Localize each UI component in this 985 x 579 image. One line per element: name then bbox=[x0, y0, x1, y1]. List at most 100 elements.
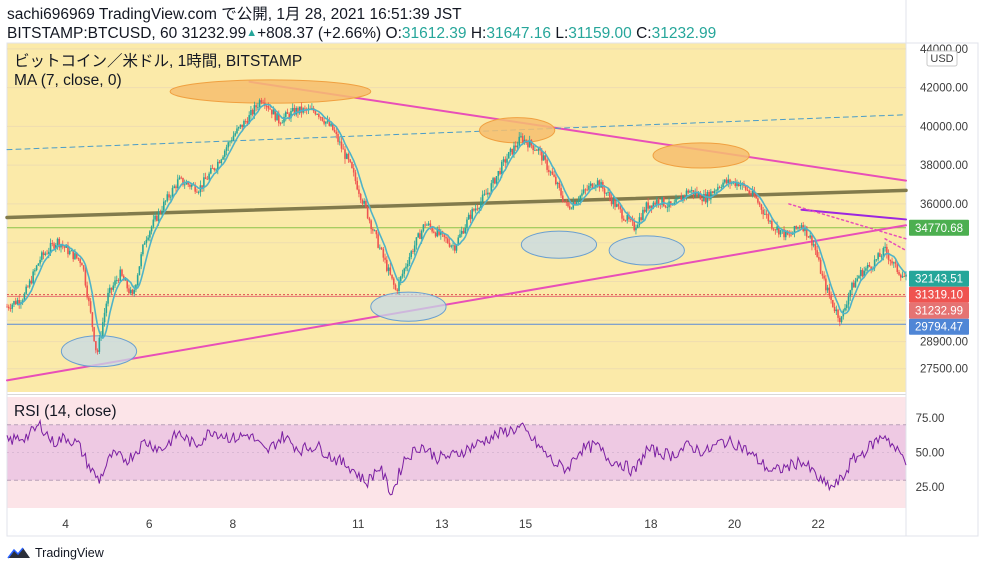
candle-body bbox=[182, 177, 184, 185]
candle-body bbox=[588, 185, 590, 190]
candle-body bbox=[598, 180, 601, 188]
candle-body bbox=[107, 292, 109, 304]
candle-body bbox=[354, 172, 357, 181]
open-value: 31612.39 bbox=[401, 25, 467, 42]
candle-body bbox=[413, 245, 416, 252]
candle-body bbox=[784, 230, 787, 238]
candle-body bbox=[218, 161, 221, 164]
tradingview-logo-icon bbox=[7, 547, 30, 559]
candle-body bbox=[631, 219, 634, 222]
candle-body bbox=[778, 226, 780, 235]
candle-body bbox=[243, 120, 245, 128]
candle-body bbox=[180, 177, 183, 179]
candle-body bbox=[81, 263, 83, 266]
candle-body bbox=[544, 155, 547, 160]
candle-body bbox=[816, 250, 818, 257]
candle-body bbox=[16, 300, 19, 305]
candle-body bbox=[138, 266, 141, 276]
candle-body bbox=[818, 256, 820, 260]
candle-body bbox=[32, 271, 34, 284]
candle-body bbox=[488, 192, 491, 194]
trend-line bbox=[6, 224, 907, 382]
candle-body bbox=[654, 202, 656, 205]
candle-body bbox=[708, 192, 710, 200]
candle-body bbox=[281, 122, 284, 124]
candle-body bbox=[380, 247, 383, 250]
candle-body bbox=[319, 116, 322, 118]
trend-line bbox=[248, 80, 907, 182]
candle-body bbox=[663, 197, 665, 206]
candle-body bbox=[838, 317, 841, 323]
candle-body bbox=[889, 259, 892, 262]
ma-legend[interactable]: MA (7, close, 0) bbox=[14, 72, 122, 89]
candle-body bbox=[863, 270, 865, 277]
tradingview-brand[interactable]: TradingView bbox=[7, 546, 104, 560]
rsi-legend[interactable]: RSI (14, close) bbox=[14, 403, 117, 420]
candle-body bbox=[37, 263, 40, 266]
candle-body bbox=[643, 209, 646, 212]
candle-body bbox=[701, 199, 703, 202]
candle-body bbox=[88, 297, 90, 302]
candle-body bbox=[443, 233, 446, 238]
candle-body bbox=[865, 268, 867, 271]
price-tick-label: 38000.00 bbox=[920, 160, 968, 172]
candle-body bbox=[494, 178, 496, 184]
candle-body bbox=[342, 148, 345, 150]
candle-body bbox=[75, 253, 78, 258]
candle-body bbox=[466, 219, 468, 228]
candle-body bbox=[450, 245, 453, 247]
time-tick-label: 18 bbox=[644, 517, 658, 531]
candle-body bbox=[129, 289, 132, 294]
candle-body bbox=[852, 282, 855, 288]
candle-body bbox=[333, 130, 336, 132]
candle-body bbox=[727, 179, 730, 184]
candle-body bbox=[189, 184, 191, 187]
price-label-box bbox=[909, 302, 969, 319]
candle-body bbox=[121, 269, 123, 276]
candle-body bbox=[394, 284, 397, 290]
candle-body bbox=[609, 192, 611, 198]
candle-body bbox=[171, 187, 174, 197]
candle-body bbox=[788, 234, 791, 236]
candle-body bbox=[809, 235, 811, 238]
candle-body bbox=[326, 120, 329, 122]
symbol-label: BITSTAMP:BTCUSD, 60 bbox=[7, 25, 178, 42]
candle-body bbox=[410, 251, 413, 257]
price-label-box bbox=[909, 270, 969, 287]
candle-body bbox=[844, 307, 846, 311]
candle-body bbox=[769, 220, 771, 222]
candle-body bbox=[492, 178, 494, 184]
candle-body bbox=[49, 243, 52, 252]
candle-body bbox=[399, 276, 402, 281]
candle-body bbox=[201, 185, 203, 188]
currency-label: USD bbox=[930, 53, 953, 65]
candle-body bbox=[215, 169, 217, 171]
price-label-box bbox=[909, 219, 969, 236]
candle-body bbox=[291, 107, 294, 111]
candle-body bbox=[361, 200, 364, 204]
candle-body bbox=[565, 201, 568, 203]
candle-body bbox=[241, 124, 244, 128]
candle-body bbox=[401, 273, 404, 277]
symbol-legend[interactable]: ビットコイン／米ドル, 1時間, BITSTAMP bbox=[14, 53, 303, 70]
close-value: 31232.99 bbox=[651, 25, 717, 42]
candle-body bbox=[753, 190, 756, 197]
candle-body bbox=[798, 227, 801, 228]
candle-body bbox=[436, 228, 439, 237]
candle-body bbox=[440, 231, 442, 235]
candle-body bbox=[758, 202, 761, 205]
candle-body bbox=[56, 238, 59, 245]
candle-body bbox=[89, 301, 92, 313]
candle-body bbox=[115, 280, 118, 281]
candle-body bbox=[356, 180, 358, 190]
candle-body bbox=[46, 253, 48, 255]
candle-body bbox=[462, 230, 465, 234]
candle-body bbox=[894, 262, 897, 264]
candle-body bbox=[396, 289, 399, 292]
price-label: 31232.99 bbox=[915, 306, 963, 318]
candle-body bbox=[699, 193, 702, 200]
candle-body bbox=[203, 177, 205, 188]
rsi-tick-label: 50.00 bbox=[916, 448, 945, 460]
